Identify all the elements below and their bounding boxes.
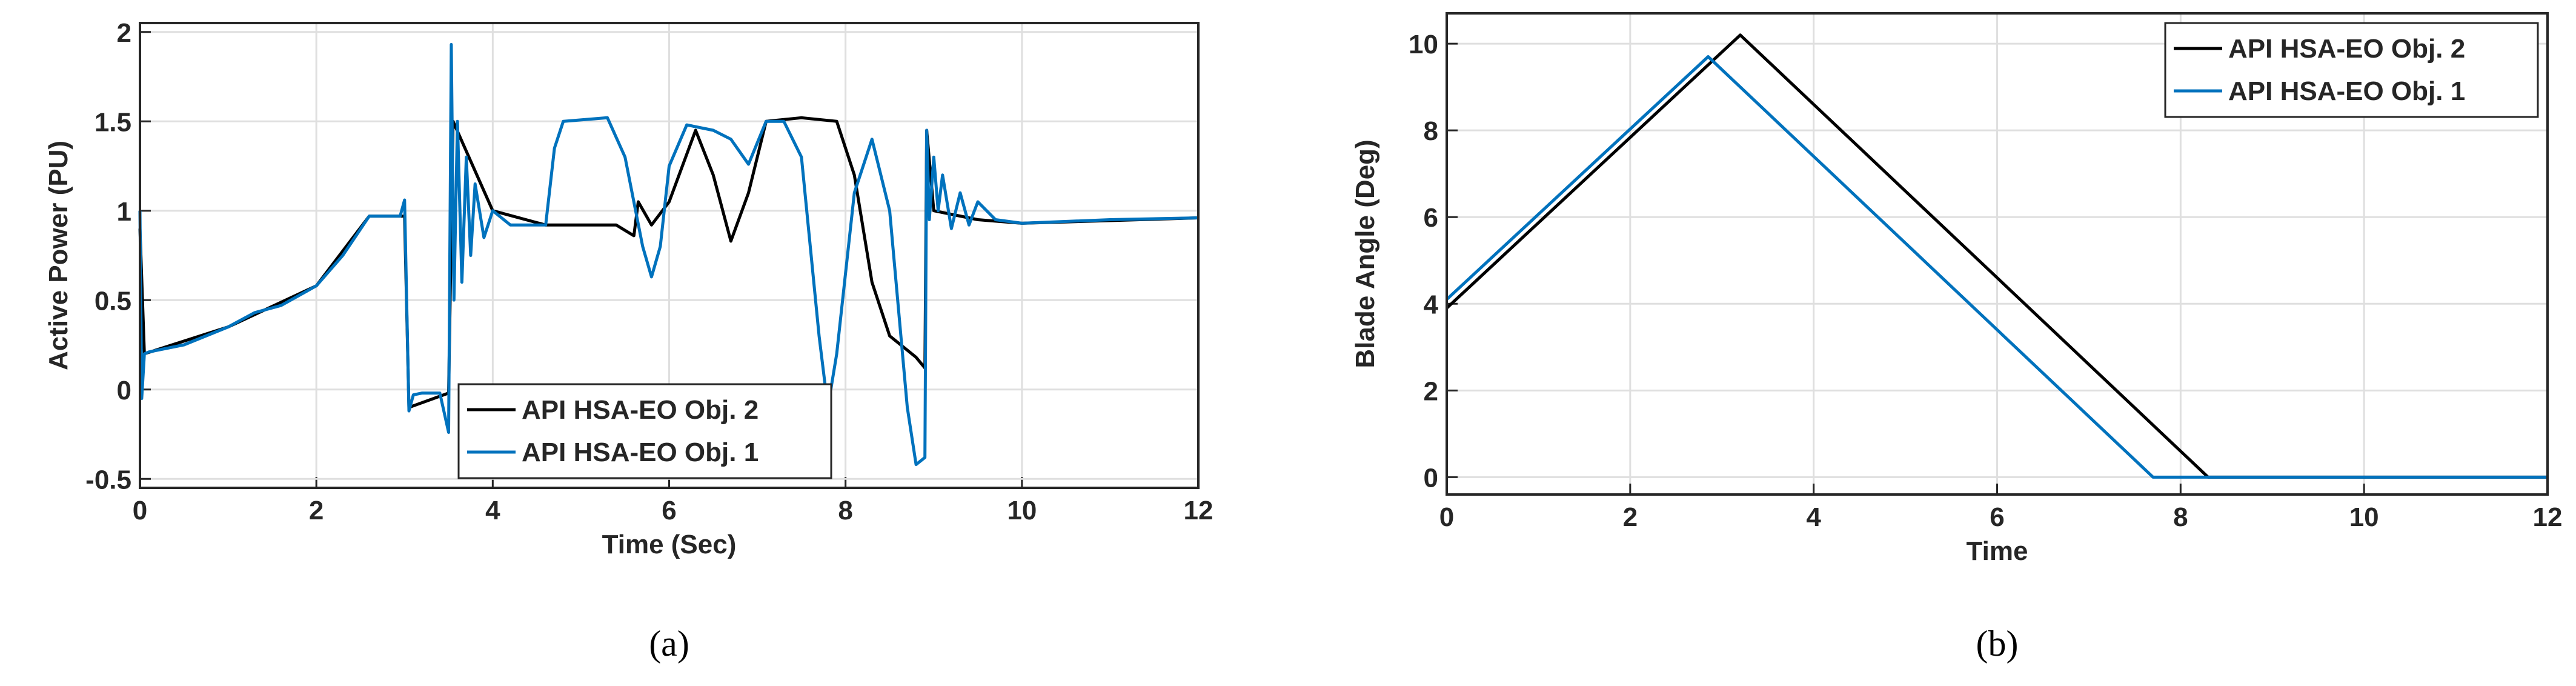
y-tick-label: 4 [1424,290,1439,319]
legend-box [2164,22,2539,118]
panel-label: (b) [1976,624,2019,664]
legend-label: API HSA-EO Obj. 2 [522,395,759,425]
x-tick-label: 2 [1623,502,1638,532]
legend-box [457,383,832,479]
x-tick-label: 4 [485,496,500,525]
series-line [1446,55,2548,479]
legend-label: API HSA-EO Obj. 1 [2228,76,2465,106]
x-tick-label: 6 [1990,502,2004,532]
y-tick-label: 0 [117,376,131,405]
y-tick-label: 1 [117,197,131,227]
y-tick-label: 1.5 [95,107,131,137]
x-axis-label: Time (Sec) [602,530,737,559]
x-tick-label: 12 [1184,496,1213,525]
x-tick-label: 0 [1439,502,1454,532]
y-tick-label: 0.5 [95,286,131,316]
y-tick-label: 0 [1424,463,1438,493]
x-tick-label: 10 [2349,502,2379,532]
y-tick-label: -0.5 [85,465,131,495]
x-tick-label: 6 [662,496,676,525]
x-tick-label: 2 [309,496,324,525]
x-tick-label: 12 [2533,502,2563,532]
axes-box [139,22,1200,489]
panel-label: (a) [649,624,689,664]
x-axis-label: Time [1967,536,2028,566]
y-tick-label: 8 [1424,116,1438,146]
y-tick-label: 2 [117,18,131,48]
y-axis-label: Active Power (PU) [44,141,73,370]
x-tick-label: 8 [2173,502,2188,532]
x-tick-label: 4 [1806,502,1821,532]
y-tick-label: 2 [1424,376,1438,406]
y-tick-label: 10 [1409,30,1438,59]
axes-box [1446,12,2549,496]
series-line [138,42,1199,467]
x-tick-label: 10 [1007,496,1037,525]
x-tick-label: 0 [133,496,147,525]
x-tick-label: 8 [838,496,852,525]
y-axis-label: Blade Angle (Deg) [1350,139,1380,368]
legend-label: API HSA-EO Obj. 2 [2228,34,2465,64]
legend-label: API HSA-EO Obj. 1 [522,438,759,467]
y-tick-label: 6 [1424,203,1438,233]
